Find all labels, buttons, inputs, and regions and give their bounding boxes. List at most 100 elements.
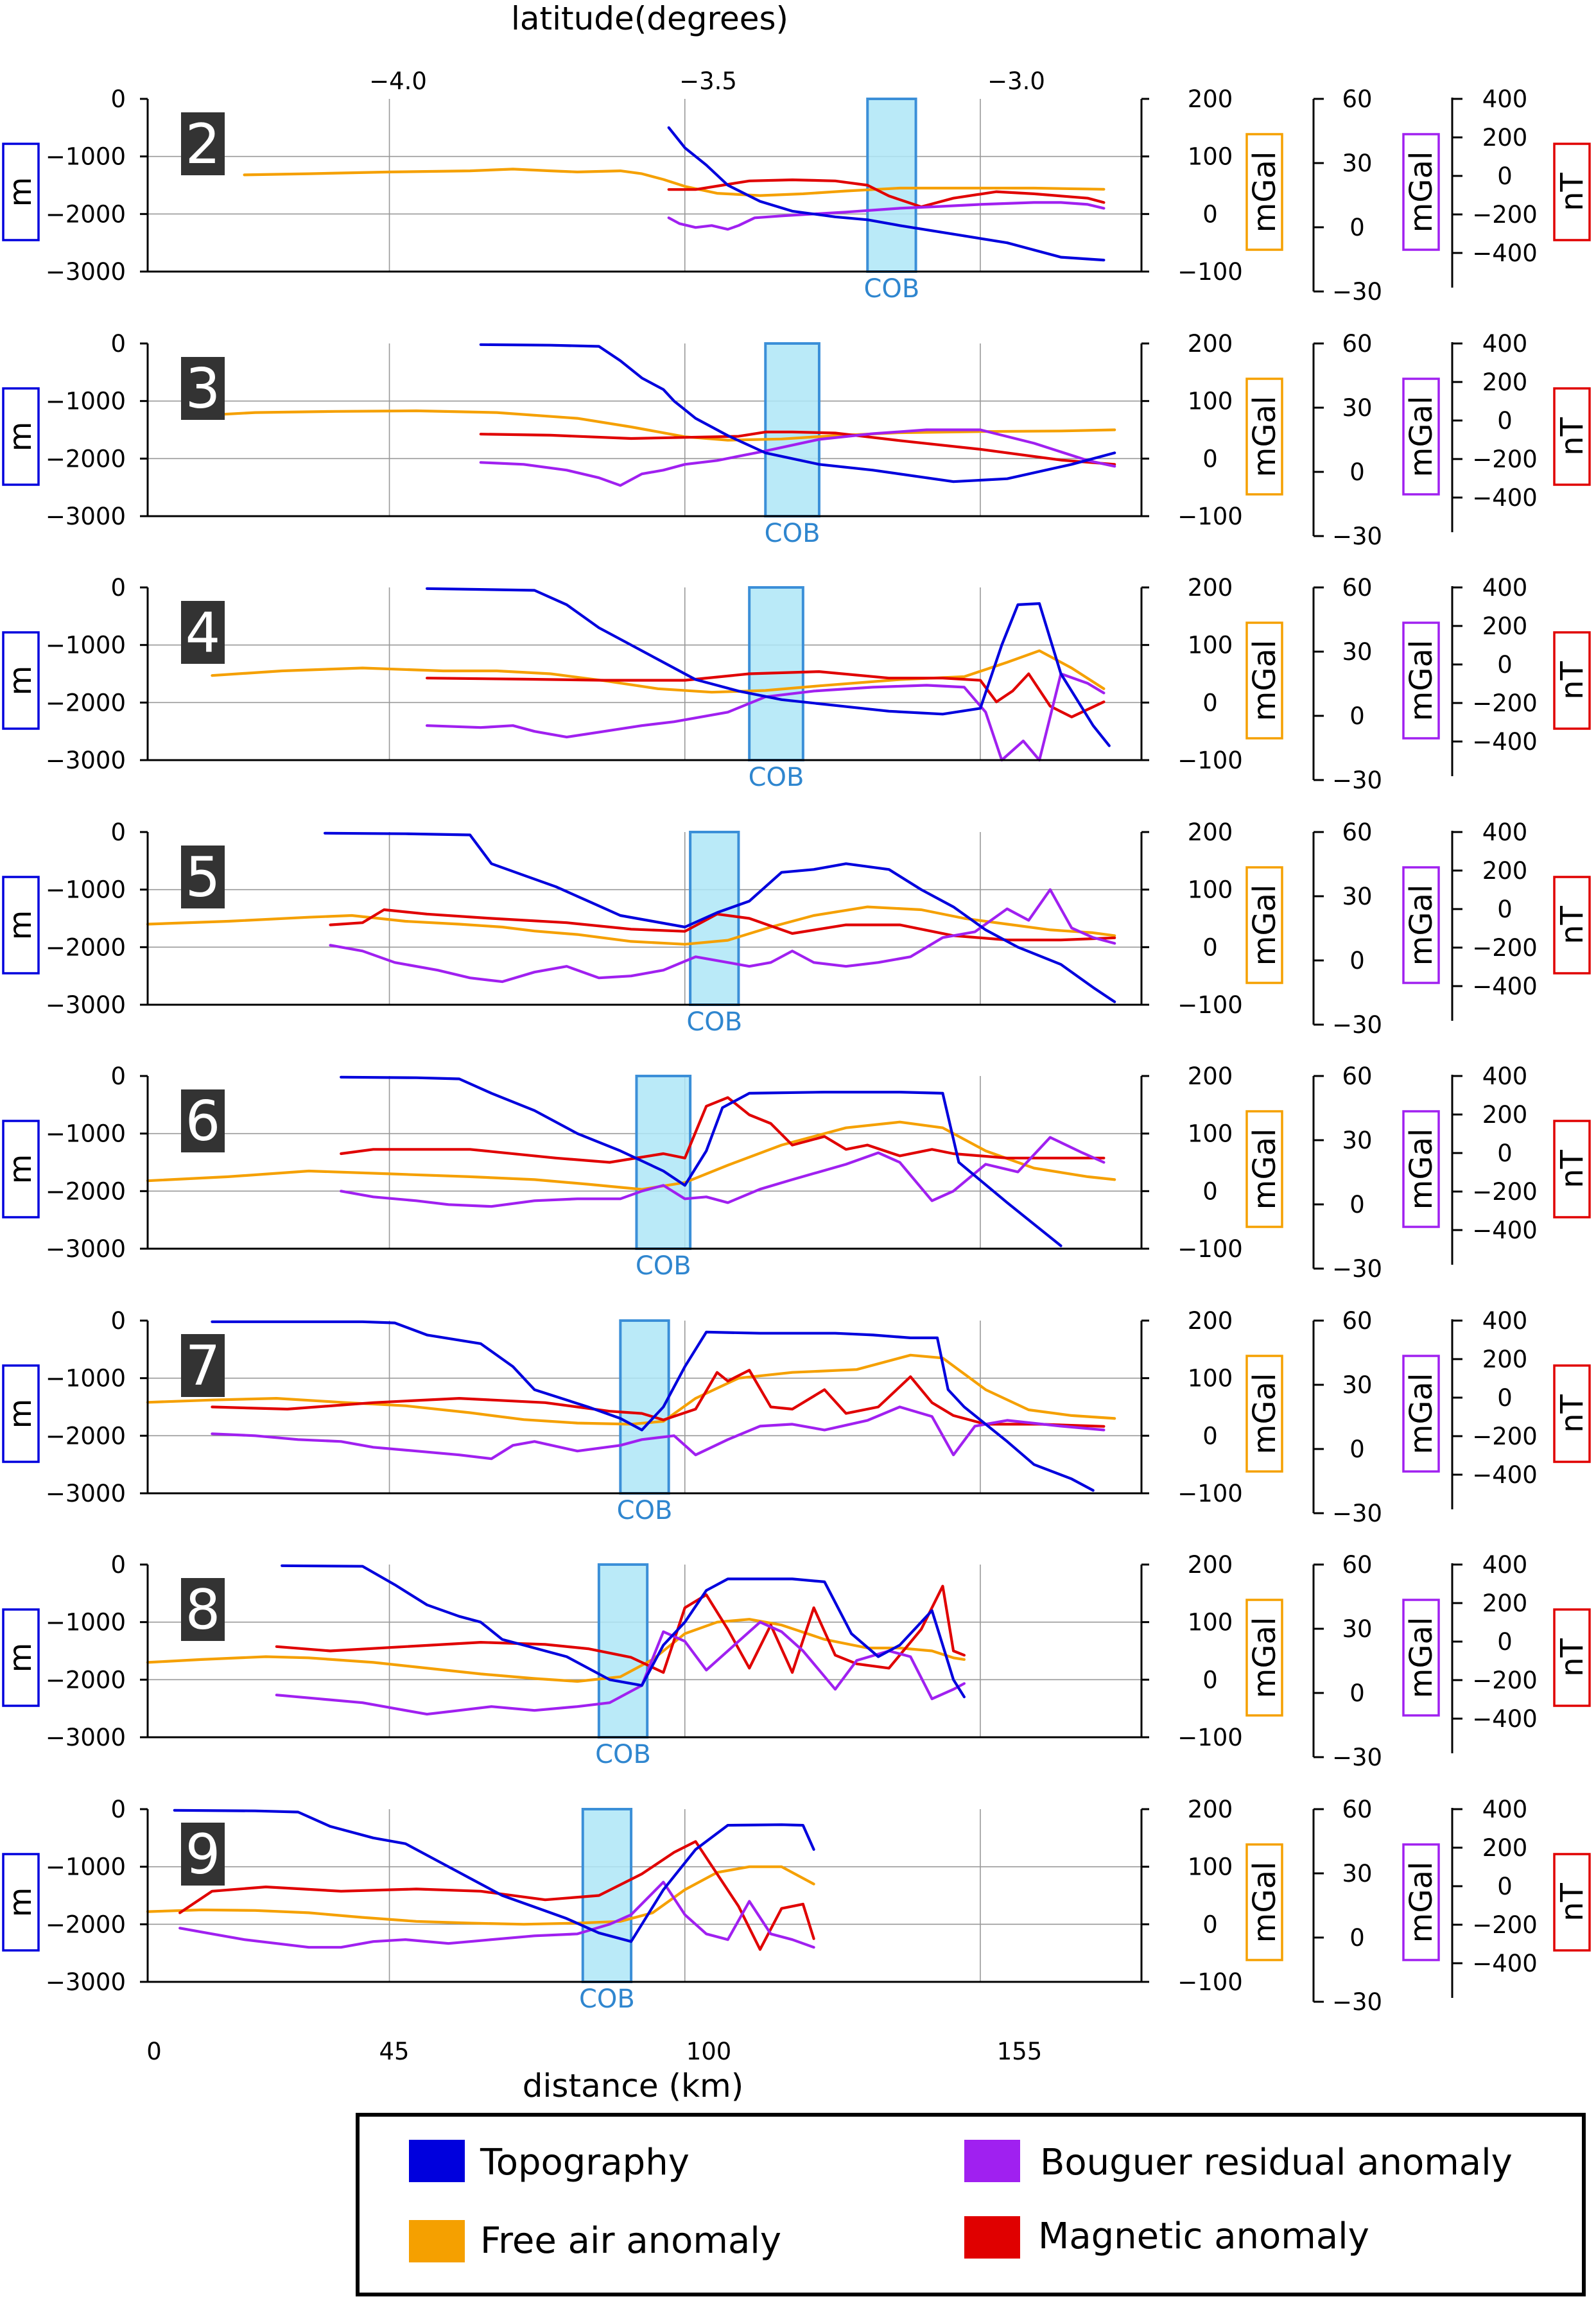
free-air-tick-label: 0 <box>1202 445 1218 473</box>
cob-label: COB <box>863 274 919 304</box>
bouguer-tick-label: 0 <box>1349 702 1365 730</box>
series-free-air <box>146 1120 1116 1191</box>
panel-number-badge <box>181 1334 225 1397</box>
free-air-tick-label: 0 <box>1202 1666 1218 1694</box>
free-air-tick-label: 100 <box>1188 388 1233 415</box>
series-magnetic <box>340 1096 1106 1164</box>
bouguer-tick-label: 30 <box>1342 1127 1372 1154</box>
topo-tick-label: 0 <box>110 85 126 113</box>
magnetic-tick-label: 0 <box>1497 407 1513 435</box>
series-bouguer <box>479 428 1116 487</box>
bouguer-tick-label: −30 <box>1332 767 1382 794</box>
free-air-unit-box <box>1245 133 1283 251</box>
free-air-tick-label: 200 <box>1188 1551 1233 1579</box>
profile-panel-2: COB0−1000−2000−30002001000−10060300−3040… <box>2 85 1591 306</box>
bouguer-unit-box <box>1402 377 1440 496</box>
magnetic-tick-label: −400 <box>1472 1705 1538 1733</box>
bouguer-tick-label: 0 <box>1349 214 1365 241</box>
magnetic-tick-label: −400 <box>1472 239 1538 267</box>
bouguer-tick-label: −30 <box>1332 278 1382 306</box>
bouguer-tick-label: 60 <box>1342 1551 1372 1579</box>
bouguer-tick-label: 60 <box>1342 819 1372 846</box>
magnetic-unit-box <box>1553 1853 1591 1952</box>
magnetic-tick-label: 400 <box>1482 1307 1528 1335</box>
topo-unit-box <box>2 876 40 975</box>
series-topography <box>426 587 1111 747</box>
cob-zone <box>619 1319 670 1495</box>
cob-label: COB <box>636 1251 691 1281</box>
magnetic-tick-label: 0 <box>1497 651 1513 679</box>
topo-tick-label: 0 <box>110 1307 126 1335</box>
free-air-tick-label: 100 <box>1188 876 1233 904</box>
topo-tick-label: −1000 <box>46 876 126 904</box>
free-air-tick-label: −100 <box>1177 991 1243 1019</box>
panel-number-badge <box>181 112 225 175</box>
panel-number: 2 <box>186 112 221 177</box>
legend-swatch-bouguer <box>964 2140 1020 2182</box>
bouguer-tick-label: 30 <box>1342 1371 1372 1399</box>
magnetic-unit-box <box>1553 631 1591 730</box>
free-air-tick-label: 200 <box>1188 1063 1233 1090</box>
bouguer-tick-label: −30 <box>1332 1500 1382 1527</box>
topo-tick-label: −3000 <box>46 991 126 1019</box>
free-air-tick-label: −100 <box>1177 503 1243 530</box>
bouguer-tick-label: 0 <box>1349 458 1365 486</box>
topo-tick-label: −2000 <box>46 689 126 716</box>
free-air-tick-label: 0 <box>1202 933 1218 961</box>
topo-unit-label: m <box>3 666 39 696</box>
latitude-axis-title: latitude(degrees) <box>511 0 788 37</box>
topo-tick-label: 0 <box>110 1551 126 1579</box>
magnetic-unit-box <box>1553 143 1591 241</box>
distance-tick-label: 45 <box>379 2038 409 2065</box>
bouguer-unit-box <box>1402 621 1440 740</box>
panel-number-badge <box>181 357 225 420</box>
topo-tick-label: 0 <box>110 574 126 602</box>
bouguer-unit-label: mGal <box>1403 1617 1439 1699</box>
topo-tick-label: −2000 <box>46 1666 126 1694</box>
topo-tick-label: −1000 <box>46 1365 126 1392</box>
free-air-unit-box <box>1245 1843 1283 1961</box>
magnetic-tick-label: −200 <box>1472 1178 1538 1206</box>
topo-unit-box <box>2 387 40 486</box>
magnetic-tick-label: −400 <box>1472 973 1538 1000</box>
magnetic-tick-label: 200 <box>1482 124 1528 152</box>
magnetic-unit-label: nT <box>1554 1638 1590 1676</box>
topo-tick-label: −2000 <box>46 1911 126 1938</box>
magnetic-tick-label: 0 <box>1497 1873 1513 1900</box>
bouguer-tick-label: 60 <box>1342 574 1372 602</box>
profile-panel-6: COB0−1000−2000−30002001000−10060300−3040… <box>2 1063 1591 1283</box>
panel-number-badge <box>181 1823 225 1886</box>
magnetic-unit-label: nT <box>1554 1882 1590 1921</box>
magnetic-tick-label: 0 <box>1497 896 1513 923</box>
legend-label-bouguer: Bouguer residual anomaly <box>1040 2142 1513 2183</box>
magnetic-tick-label: 200 <box>1482 1346 1528 1373</box>
profile-panels: COB0−1000−2000−30002001000−10060300−3040… <box>2 85 1591 2016</box>
topo-unit-label: m <box>3 910 39 941</box>
bouguer-tick-label: 60 <box>1342 85 1372 113</box>
legend-swatch-magnetic <box>964 2216 1020 2259</box>
magnetic-tick-label: 400 <box>1482 819 1528 846</box>
legend-label-topography: Topography <box>480 2142 690 2183</box>
free-air-tick-label: 100 <box>1188 1120 1233 1148</box>
free-air-unit-box <box>1245 1355 1283 1473</box>
distance-tick-label: 100 <box>686 2038 732 2065</box>
cob-label: COB <box>749 763 804 792</box>
series-magnetic <box>211 1369 1106 1428</box>
magnetic-tick-label: −200 <box>1472 1667 1538 1694</box>
magnetic-tick-label: 400 <box>1482 1551 1528 1579</box>
magnetic-unit-label: nT <box>1554 172 1590 211</box>
free-air-tick-label: −100 <box>1177 258 1243 286</box>
series-magnetic <box>479 430 1116 466</box>
magnetic-tick-label: −200 <box>1472 690 1538 717</box>
panel-number: 4 <box>186 601 221 665</box>
bouguer-unit-box <box>1402 133 1440 251</box>
distance-axis-title: distance (km) <box>523 2067 743 2104</box>
topo-tick-label: −3000 <box>46 258 126 286</box>
free-air-unit-box <box>1245 1599 1283 1717</box>
bouguer-tick-label: 60 <box>1342 1796 1372 1823</box>
magnetic-tick-label: −400 <box>1472 484 1538 512</box>
series-bouguer <box>340 1136 1106 1208</box>
bouguer-tick-label: 0 <box>1349 1191 1365 1219</box>
magnetic-tick-label: 0 <box>1497 162 1513 190</box>
